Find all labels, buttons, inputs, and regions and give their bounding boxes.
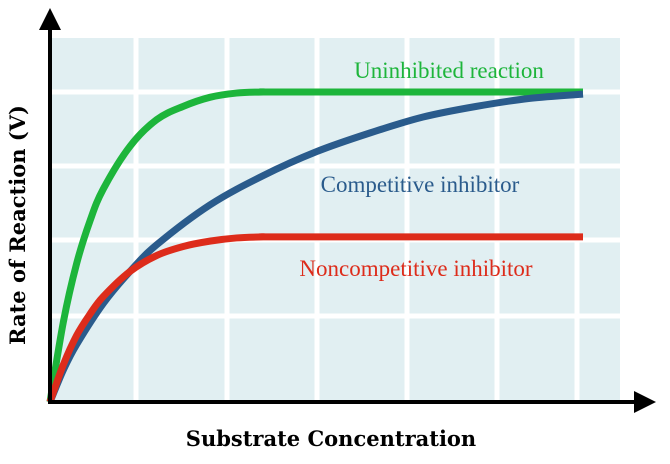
- series-line-noncompetitive-inhibitor: [46, 233, 583, 404]
- x-axis-title: Substrate Concentration: [186, 426, 476, 451]
- y-axis-arrow-icon: [39, 8, 61, 30]
- series-line-uninhibited-reaction: [46, 88, 583, 403]
- series-label-competitive-inhibitor: Competitive inhibitor: [321, 172, 520, 197]
- series-labels: Uninhibited reaction Competitive inhibito…: [299, 58, 544, 281]
- series-line-competitive-inhibitor: [46, 90, 584, 404]
- series-label-uninhibited-reaction: Uninhibited reaction: [354, 58, 544, 83]
- series-label-noncompetitive-inhibitor: Noncompetitive inhibitor: [299, 256, 532, 281]
- series-curves: [46, 88, 584, 404]
- y-axis-title: Rate of Reaction (V): [5, 105, 30, 345]
- axes: [39, 8, 656, 413]
- x-axis-arrow-icon: [634, 391, 656, 413]
